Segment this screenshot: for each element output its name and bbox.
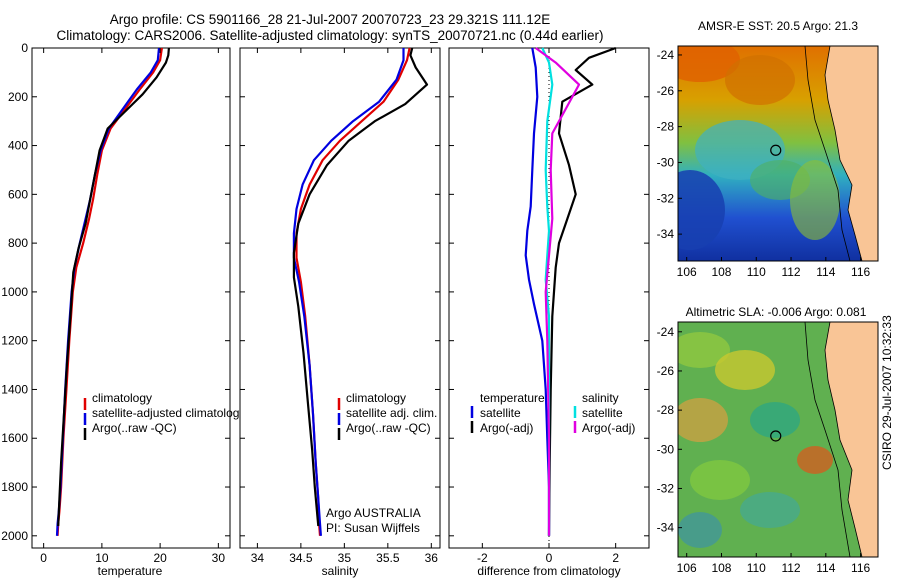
map-y-tick-label: -32 bbox=[657, 191, 675, 205]
legend-label-argo: Argo(..raw -QC) bbox=[92, 421, 177, 435]
isobath-line bbox=[804, 46, 851, 261]
map-y-tick-label: -30 bbox=[657, 442, 675, 456]
x-tick-label: 35 bbox=[338, 551, 352, 565]
map-x-tick-label: 116 bbox=[851, 265, 870, 279]
salinity-axes-box bbox=[239, 47, 441, 549]
y-tick-label: 1800 bbox=[1, 480, 28, 494]
map-y-tick-label: -30 bbox=[657, 155, 675, 169]
legend-label-argo: Argo(..raw -QC) bbox=[346, 421, 431, 435]
difference-legend: temperature satellite Argo(-adj) salinit… bbox=[470, 391, 635, 435]
series-line-temperature-argo-adj- bbox=[547, 46, 617, 536]
isobath-line bbox=[804, 322, 851, 557]
annotation-pi: PI: Susan Wijffels bbox=[326, 521, 420, 535]
x-tick-label: 2 bbox=[612, 551, 619, 565]
legend-label-climatology: climatology bbox=[92, 391, 152, 405]
x-tick-label: 36 bbox=[425, 551, 439, 565]
x-tick-label: 0 bbox=[40, 551, 47, 565]
sst-map-panel: AMSR-E SST: 20.5 Argo: 21.3 106 108 110 112… bbox=[657, 19, 879, 279]
y-tick-label: 1200 bbox=[1, 334, 28, 348]
figure-title-line2: Climatology: CARS2006. Satellite-adjuste… bbox=[56, 28, 604, 43]
legend-label-satellite: satellite-adjusted climatology bbox=[92, 406, 245, 420]
map-y-tick-label: -24 bbox=[657, 325, 675, 339]
sst-map-frame bbox=[677, 45, 879, 262]
map-x-tick-label: 108 bbox=[711, 561, 731, 575]
difference-xlabel: difference from climatology bbox=[477, 564, 620, 578]
temperature-panel: 0 10 20 30 0 200 400 600 800 1000 1200 1400 1600 180… bbox=[1, 41, 245, 578]
y-tick-label: 1000 bbox=[1, 285, 28, 299]
map-x-tick-label: 116 bbox=[851, 561, 870, 575]
y-tick-label: 200 bbox=[8, 90, 28, 104]
x-tick-label: 0 bbox=[546, 551, 553, 565]
y-tick-label: 800 bbox=[8, 236, 28, 250]
land-mass bbox=[824, 322, 878, 557]
y-tick-label: 2000 bbox=[1, 529, 28, 543]
sst-map-title: AMSR-E SST: 20.5 Argo: 21.3 bbox=[698, 19, 858, 33]
x-tick-label: 34 bbox=[251, 551, 265, 565]
argo-float-marker bbox=[770, 144, 782, 156]
map-x-tick-label: 106 bbox=[677, 265, 697, 279]
legend-label-sal-satellite: satellite bbox=[582, 406, 623, 420]
x-tick-label: -2 bbox=[477, 551, 488, 565]
sla-heatmap bbox=[678, 322, 878, 557]
y-tick-label: 600 bbox=[8, 187, 28, 201]
series-line-temperature-satellite bbox=[524, 47, 551, 536]
salinity-xlabel: salinity bbox=[322, 564, 359, 578]
y-tick-label: 1400 bbox=[1, 382, 28, 396]
salinity-legend: climatology satellite adj. clim. Argo(..… bbox=[337, 391, 437, 440]
map-x-tick-label: 108 bbox=[711, 265, 731, 279]
map-y-tick-label: -28 bbox=[657, 403, 675, 417]
x-tick-label: 20 bbox=[153, 551, 167, 565]
map-y-tick-label: -26 bbox=[657, 364, 675, 378]
legend-label-sal-argo: Argo(-adj) bbox=[582, 421, 635, 435]
csiro-timestamp: CSIRO 29-Jul-2007 10:32:33 bbox=[880, 315, 894, 470]
temperature-legend: climatology satellite-adjusted climatolo… bbox=[83, 391, 245, 440]
map-y-tick-label: -28 bbox=[657, 120, 675, 134]
y-tick-label: 1600 bbox=[1, 431, 28, 445]
y-tick-label: 0 bbox=[21, 41, 28, 55]
series-line-satellite-adj-clim- bbox=[292, 48, 405, 536]
map-x-tick-label: 106 bbox=[677, 561, 697, 575]
series-line-salinity-satellite bbox=[541, 47, 554, 536]
x-tick-label: 30 bbox=[212, 551, 226, 565]
map-y-tick-label: -34 bbox=[657, 227, 675, 241]
y-tick-label: 400 bbox=[8, 139, 28, 153]
sla-map-frame bbox=[677, 321, 879, 558]
legend-heading-temperature: temperature bbox=[480, 391, 545, 405]
legend-label-temp-satellite: satellite bbox=[480, 406, 521, 420]
map-x-tick-label: 110 bbox=[747, 265, 766, 279]
map-x-tick-label: 110 bbox=[747, 561, 766, 575]
x-tick-label: 35.5 bbox=[376, 551, 400, 565]
figure-title-line1: Argo profile: CS 5901166_28 21-Jul-2007 … bbox=[109, 12, 551, 27]
map-x-tick-label: 112 bbox=[781, 561, 800, 575]
series-line-argo-raw-qc- bbox=[292, 47, 429, 527]
map-y-tick-label: -34 bbox=[657, 521, 675, 535]
temperature-xlabel: temperature bbox=[98, 564, 163, 578]
argo-float-marker bbox=[770, 430, 782, 442]
legend-label-satellite: satellite adj. clim. bbox=[346, 406, 437, 420]
legend-heading-salinity: salinity bbox=[582, 391, 619, 405]
map-y-tick-label: -26 bbox=[657, 84, 675, 98]
sst-heatmap bbox=[678, 46, 878, 261]
legend-label-climatology: climatology bbox=[346, 391, 406, 405]
map-x-tick-label: 114 bbox=[816, 265, 835, 279]
x-tick-label: 34.5 bbox=[289, 551, 313, 565]
map-y-tick-label: -24 bbox=[657, 48, 675, 62]
legend-label-temp-argo: Argo(-adj) bbox=[480, 421, 533, 435]
map-x-tick-label: 112 bbox=[781, 265, 800, 279]
sla-map-title: Altimetric SLA: -0.006 Argo: 0.081 bbox=[686, 305, 867, 319]
series-line-argo-raw-qc- bbox=[57, 47, 170, 527]
map-y-tick-label: -32 bbox=[657, 481, 675, 495]
salinity-panel: 34 34.5 35 35.5 36 salinity climatology sate… bbox=[239, 47, 441, 578]
x-tick-label: 10 bbox=[95, 551, 109, 565]
sla-map-panel: Altimetric SLA: -0.006 Argo: 0.081 106 10… bbox=[657, 305, 879, 575]
land-mass bbox=[824, 46, 878, 261]
annotation-argo-australia: Argo AUSTRALIA bbox=[326, 506, 421, 520]
map-x-tick-label: 114 bbox=[816, 561, 835, 575]
series-line-salinity-argo-adj- bbox=[535, 47, 581, 536]
difference-panel: -2 0 2 difference from climatology tempera… bbox=[448, 46, 650, 578]
temperature-axes-box bbox=[31, 47, 231, 549]
